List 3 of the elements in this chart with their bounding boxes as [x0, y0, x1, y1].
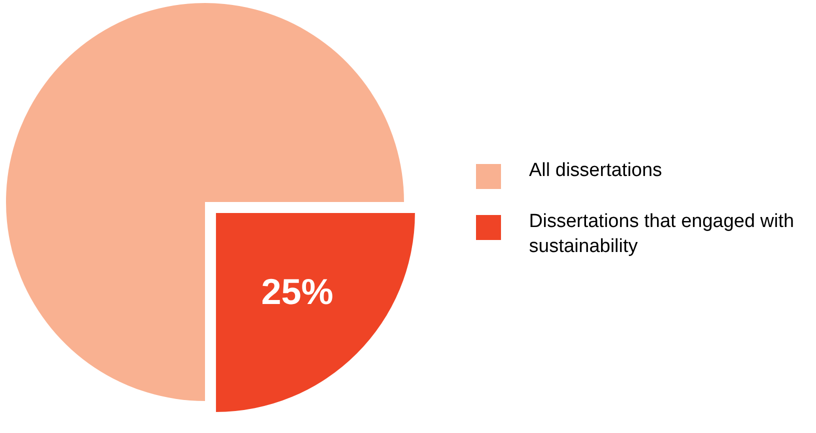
legend-label: All dissertations: [529, 159, 664, 183]
legend-label: Dissertations that engaged with sustainability: [529, 210, 796, 259]
data-label: 25%: [261, 271, 334, 312]
